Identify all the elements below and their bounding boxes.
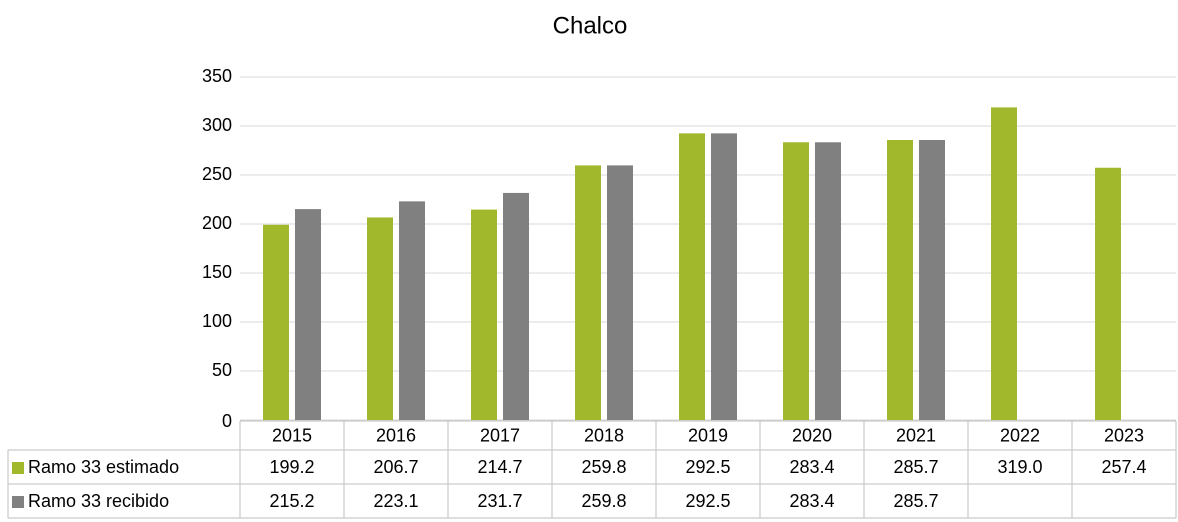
x-tick-label: 2019	[688, 425, 728, 445]
bar	[1095, 167, 1121, 420]
data-table-value: 319.0	[997, 457, 1042, 477]
data-table-value: 292.5	[685, 457, 730, 477]
legend-label: Ramo 33 recibido	[28, 491, 169, 511]
data-table-value: 285.7	[893, 491, 938, 511]
y-tick-label: 150	[202, 262, 232, 282]
bar	[263, 224, 289, 420]
y-tick-label: 350	[202, 66, 232, 86]
chart-title: Chalco	[553, 12, 628, 39]
y-tick-label: 100	[202, 311, 232, 331]
y-tick-label: 300	[202, 115, 232, 135]
data-table-value: 231.7	[477, 491, 522, 511]
data-table-value: 292.5	[685, 491, 730, 511]
bar	[295, 209, 321, 420]
data-table-value: 199.2	[269, 457, 314, 477]
bar	[711, 133, 737, 420]
x-tick-label: 2023	[1104, 425, 1144, 445]
data-table-value: 214.7	[477, 457, 522, 477]
data-table-value: 223.1	[373, 491, 418, 511]
legend-swatch	[12, 462, 24, 474]
y-tick-label: 50	[212, 360, 232, 380]
bar	[575, 165, 601, 420]
data-table-value: 215.2	[269, 491, 314, 511]
x-tick-label: 2018	[584, 425, 624, 445]
bar	[503, 192, 529, 420]
bar	[471, 209, 497, 420]
x-tick-label: 2022	[1000, 425, 1040, 445]
bar	[607, 165, 633, 420]
data-table-value: 257.4	[1101, 457, 1146, 477]
y-tick-label: 200	[202, 213, 232, 233]
data-table-value: 259.8	[581, 457, 626, 477]
data-table-value: 283.4	[789, 491, 834, 511]
data-table-value: 285.7	[893, 457, 938, 477]
bar	[399, 201, 425, 420]
y-tick-label: 0	[222, 411, 232, 431]
bar	[815, 142, 841, 420]
bar	[367, 217, 393, 420]
legend-label: Ramo 33 estimado	[28, 457, 179, 477]
y-tick-label: 250	[202, 164, 232, 184]
bar	[991, 107, 1017, 420]
x-tick-label: 2021	[896, 425, 936, 445]
x-tick-label: 2015	[272, 425, 312, 445]
bar	[679, 133, 705, 420]
x-tick-label: 2016	[376, 425, 416, 445]
x-tick-label: 2020	[792, 425, 832, 445]
bar	[887, 140, 913, 420]
data-table-value: 206.7	[373, 457, 418, 477]
legend-swatch	[12, 496, 24, 508]
data-table-value: 259.8	[581, 491, 626, 511]
bar	[919, 140, 945, 420]
data-table-value: 283.4	[789, 457, 834, 477]
x-tick-label: 2017	[480, 425, 520, 445]
bar	[783, 142, 809, 420]
